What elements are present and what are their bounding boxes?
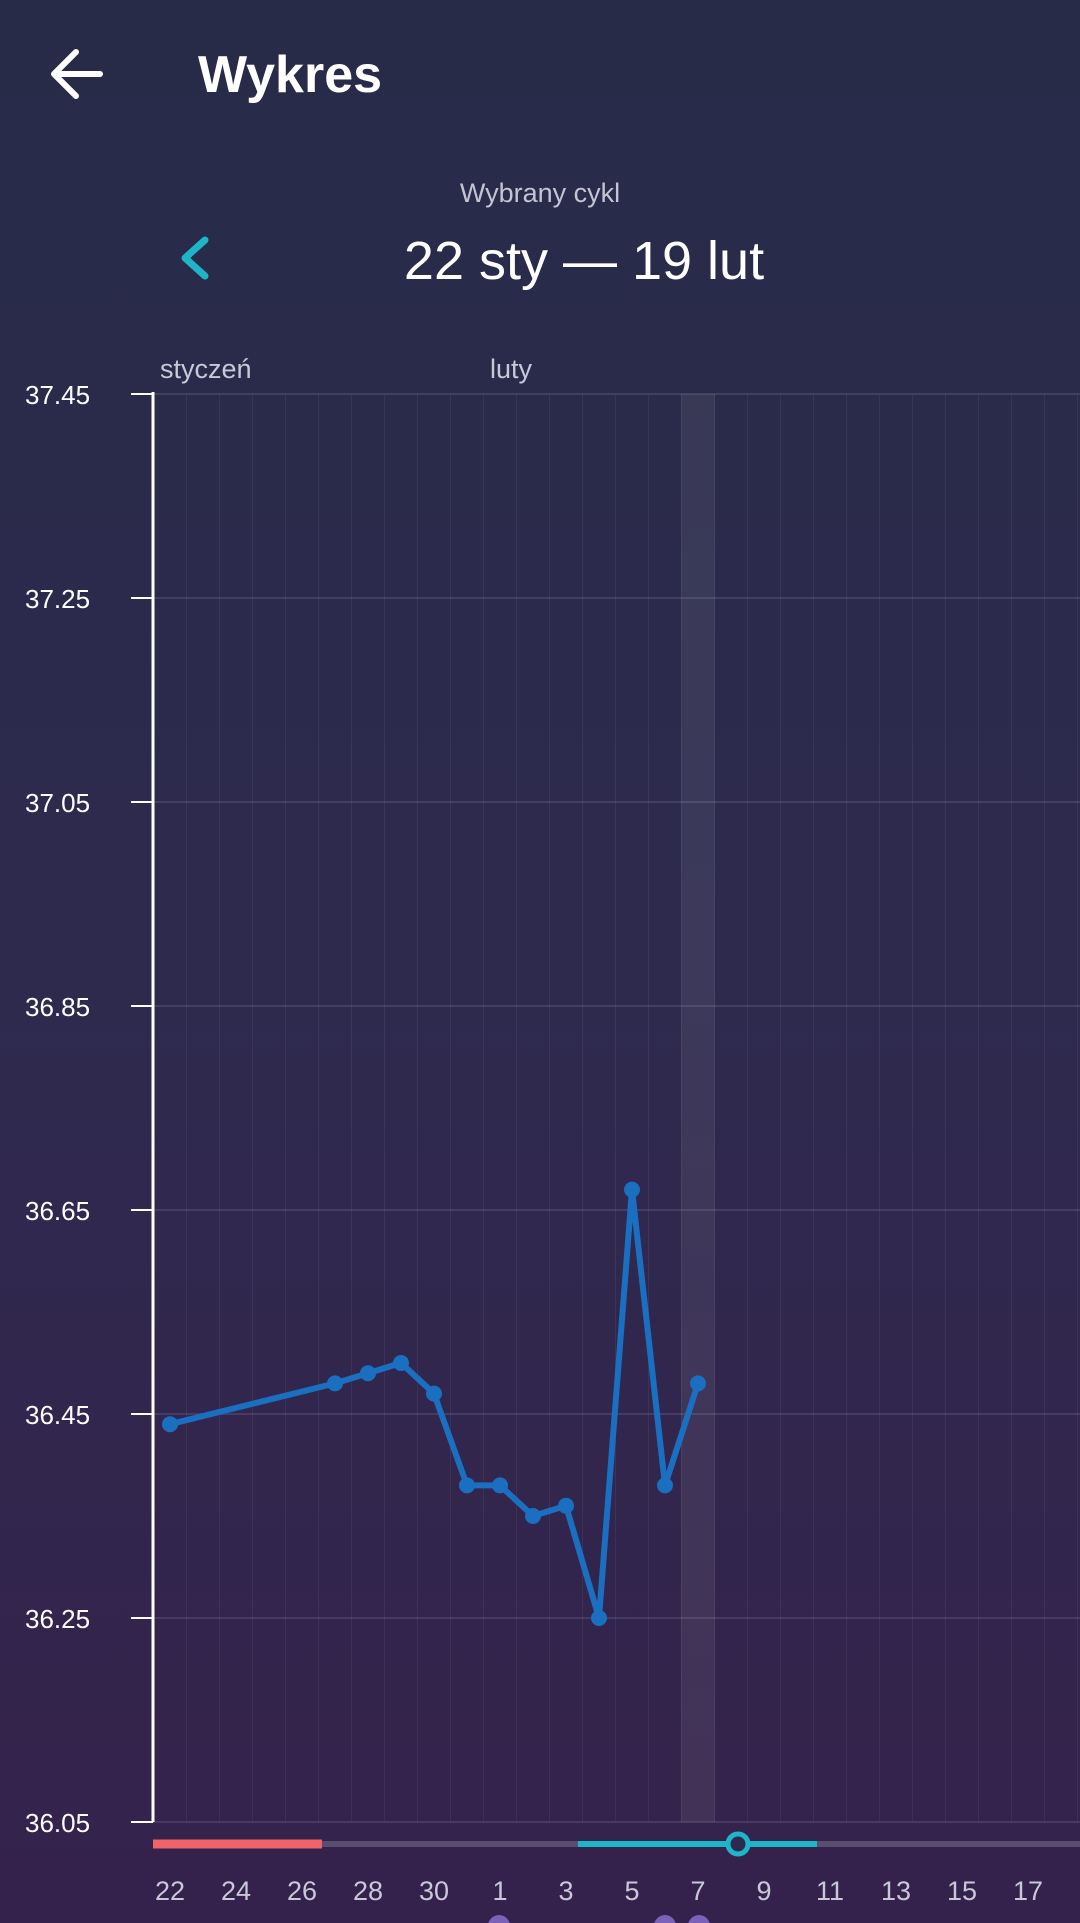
- temperature-point: [624, 1181, 640, 1198]
- x-tick-label: 30: [419, 1876, 449, 1906]
- dot: [654, 1915, 676, 1923]
- temperature-point: [591, 1610, 607, 1626]
- temperature-point: [459, 1477, 475, 1494]
- y-tick-label: 37.25: [25, 584, 90, 614]
- today-column: [681, 394, 715, 1822]
- temperature-point: [360, 1365, 376, 1382]
- x-tick-label: 3: [558, 1876, 573, 1906]
- page-title: Wykres: [198, 46, 382, 104]
- back-button[interactable]: [51, 49, 103, 99]
- y-tick-label: 37.05: [25, 788, 90, 818]
- cycle-range: 22 sty — 19 lut: [404, 231, 764, 291]
- x-tick-label: 13: [881, 1876, 911, 1906]
- y-tick-label: 36.45: [25, 1400, 90, 1430]
- x-tick-label: 24: [221, 1876, 251, 1906]
- x-tick-label: 7: [690, 1876, 705, 1906]
- y-tick-label: 36.85: [25, 992, 90, 1022]
- x-tick-label: 9: [756, 1876, 771, 1906]
- y-tick-label: 36.25: [25, 1604, 90, 1634]
- temperature-line: [169, 1186, 701, 1621]
- x-tick-label: 22: [155, 1876, 185, 1906]
- temperature-point: [393, 1355, 409, 1371]
- chart: 36.05 36.25 36.45 36.65 36.85 37.05 37.25 37.45…: [25, 354, 1080, 1923]
- x-tick-label: 28: [353, 1876, 383, 1906]
- month-label: styczeń: [160, 354, 252, 384]
- x-tick-label: 15: [947, 1876, 977, 1906]
- dot: [688, 1915, 710, 1923]
- prev-cycle[interactable]: [181, 236, 209, 280]
- temperature-point: [525, 1508, 541, 1524]
- cycle-label: Wybrany cykl: [460, 178, 620, 208]
- x-tick-label: 11: [816, 1876, 844, 1906]
- ovulation-marker: [725, 1831, 751, 1857]
- temperature-point: [657, 1477, 673, 1494]
- y-tick-label: 36.65: [25, 1196, 90, 1226]
- temperature-point: [492, 1477, 508, 1494]
- y-tick-label: 37.45: [25, 380, 90, 410]
- dot: [488, 1915, 510, 1923]
- x-tick-label: 26: [287, 1876, 317, 1906]
- temperature-point: [690, 1375, 706, 1392]
- x-tick-label: 17: [1013, 1876, 1043, 1906]
- x-tick-label: 1: [492, 1876, 507, 1906]
- temperature-point: [162, 1416, 178, 1433]
- x-tick-label: 5: [624, 1876, 639, 1906]
- temperature-point: [426, 1385, 442, 1402]
- month-label: luty: [490, 354, 533, 384]
- temperature-point: [327, 1375, 343, 1392]
- y-tick-label: 36.05: [25, 1808, 90, 1838]
- temperature-point: [558, 1497, 574, 1514]
